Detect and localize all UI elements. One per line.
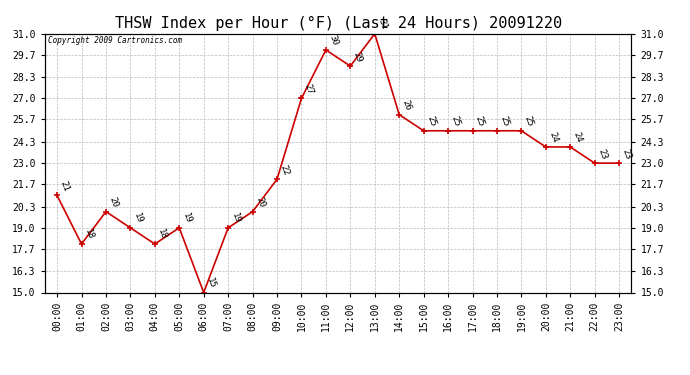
Text: 19: 19 bbox=[132, 212, 144, 225]
Text: 19: 19 bbox=[181, 212, 193, 225]
Text: 19: 19 bbox=[230, 212, 241, 225]
Text: 24: 24 bbox=[547, 131, 560, 144]
Text: Copyright 2009 Cartronics.com: Copyright 2009 Cartronics.com bbox=[48, 36, 182, 45]
Text: 27: 27 bbox=[303, 82, 315, 96]
Title: THSW Index per Hour (°F) (Last 24 Hours) 20091220: THSW Index per Hour (°F) (Last 24 Hours)… bbox=[115, 16, 562, 31]
Text: 23: 23 bbox=[620, 147, 633, 160]
Text: 24: 24 bbox=[571, 131, 584, 144]
Text: 15: 15 bbox=[205, 276, 217, 290]
Text: 29: 29 bbox=[352, 50, 364, 63]
Text: 25: 25 bbox=[449, 115, 462, 128]
Text: 21: 21 bbox=[59, 180, 70, 193]
Text: 18: 18 bbox=[156, 228, 168, 241]
Text: 25: 25 bbox=[425, 115, 437, 128]
Text: 25: 25 bbox=[474, 115, 486, 128]
Text: 26: 26 bbox=[401, 99, 413, 112]
Text: 30: 30 bbox=[327, 34, 339, 47]
Text: 22: 22 bbox=[278, 164, 290, 177]
Text: 20: 20 bbox=[254, 196, 266, 209]
Text: 31: 31 bbox=[376, 18, 388, 31]
Text: 25: 25 bbox=[523, 115, 535, 128]
Text: 20: 20 bbox=[108, 196, 119, 209]
Text: 25: 25 bbox=[498, 115, 511, 128]
Text: 18: 18 bbox=[83, 228, 95, 241]
Text: 23: 23 bbox=[596, 147, 608, 160]
